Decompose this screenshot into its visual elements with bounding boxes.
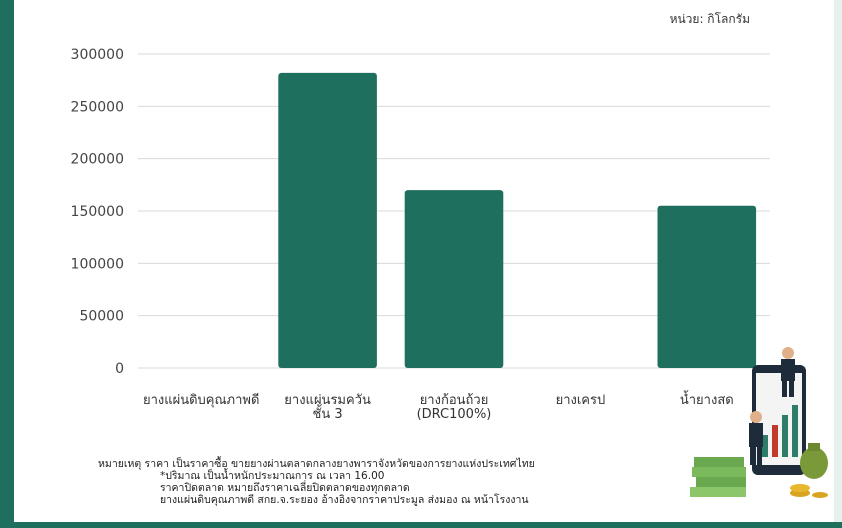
x-category-label: ยางก้อนถ้วย(DRC100%) bbox=[417, 393, 492, 422]
left-frame-bar bbox=[0, 0, 14, 528]
bar bbox=[278, 72, 377, 368]
note-line-3: ราคาปิดตลาด หมายถึงราคาเฉลี่ยปิดตลาดของท… bbox=[160, 482, 410, 494]
note-line-4: ยางแผ่นดิบคุณภาพดี สกย.จ.ระยอง อ้างอิงจา… bbox=[160, 494, 529, 506]
footnotes: หมายเหตุ ราคา เป็นราคาซื้อ ขายยางผ่านตลา… bbox=[98, 458, 698, 506]
coins-icon bbox=[790, 484, 828, 498]
money-bag-icon bbox=[800, 443, 828, 479]
x-category-label: ยางเครป bbox=[556, 393, 606, 408]
bottom-frame-bar bbox=[0, 522, 842, 528]
note-line-1: หมายเหตุ ราคา เป็นราคาซื้อ ขายยางผ่านตลา… bbox=[98, 458, 535, 470]
money-stack-icon bbox=[690, 457, 746, 497]
y-tick-label: 250000 bbox=[71, 99, 124, 115]
y-tick-label: 150000 bbox=[71, 204, 124, 220]
y-tick-label: 50000 bbox=[79, 309, 124, 325]
x-category-label: ยางแผ่นรมควันชั้น 3 bbox=[284, 393, 371, 422]
y-tick-label: 0 bbox=[115, 361, 124, 377]
note-line-2: *ปริมาณ เป็นน้ำหนักประมาณการ ณ เวลา 16.0… bbox=[160, 470, 385, 482]
y-tick-label: 300000 bbox=[71, 47, 124, 63]
businessman-top-icon bbox=[781, 347, 795, 397]
unit-label: หน่วย: กิโลกรัม bbox=[669, 12, 750, 26]
bar bbox=[657, 205, 757, 368]
bar bbox=[404, 190, 504, 368]
y-tick-label: 200000 bbox=[71, 152, 124, 168]
x-category-label: ยางแผ่นดิบคุณภาพดี bbox=[143, 392, 259, 408]
y-tick-label: 100000 bbox=[71, 256, 124, 272]
business-illustration bbox=[690, 347, 828, 498]
x-category-label: น้ำยางสด bbox=[680, 390, 734, 408]
businessman-bottom-icon bbox=[749, 411, 763, 465]
right-frame-bar bbox=[834, 0, 842, 528]
